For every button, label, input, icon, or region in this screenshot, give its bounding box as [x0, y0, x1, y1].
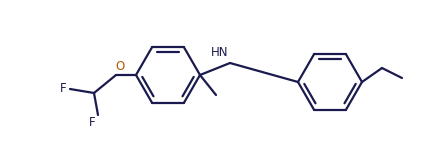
Text: HN: HN	[211, 45, 229, 58]
Text: O: O	[115, 60, 125, 72]
Text: F: F	[60, 81, 66, 94]
Text: F: F	[89, 116, 95, 129]
